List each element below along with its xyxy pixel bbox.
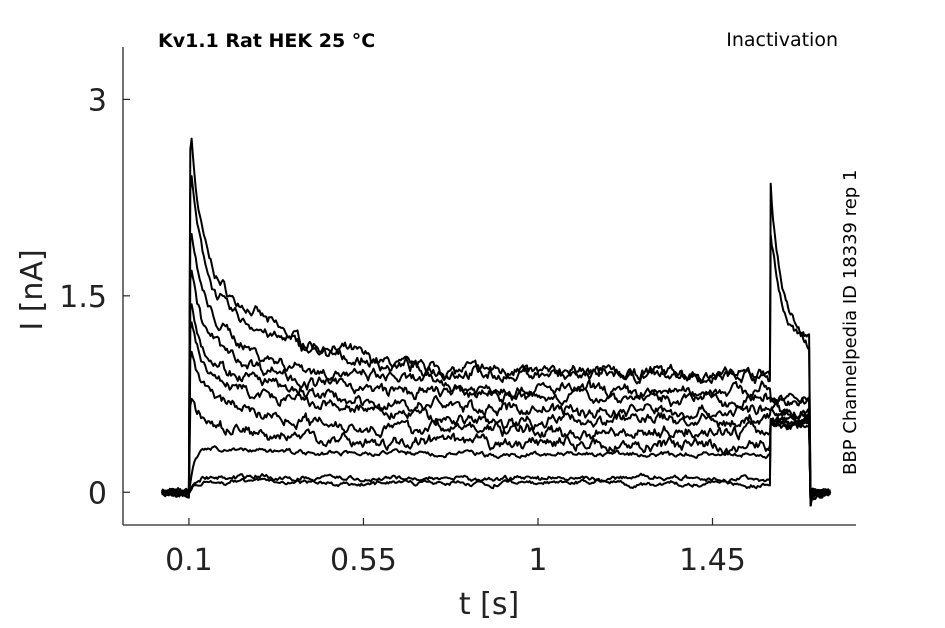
- x-tick-label: 0.55: [330, 543, 397, 578]
- x-ticks: 0.1 0.55 1 1.45: [165, 518, 746, 578]
- trace-line-9: [161, 415, 831, 507]
- y-ticks: 01.53: [59, 83, 130, 511]
- chart-title: Kv1.1 Rat HEK 25 °C: [158, 30, 375, 52]
- trace-line-4: [161, 269, 832, 507]
- traces-group: [160, 137, 832, 507]
- y-axis-label: I [nA]: [15, 249, 50, 330]
- trace-line-5: [161, 303, 831, 507]
- y-tick-label: 3: [88, 83, 107, 118]
- protocol-label: Inactivation: [726, 29, 838, 51]
- trace-line-7: [161, 350, 831, 507]
- x-tick-label: 1: [528, 543, 547, 578]
- trace-line-3: [160, 233, 831, 507]
- y-tick-label: 1.5: [59, 280, 107, 315]
- source-id-label: BBP Channelpedia ID 18339 rep 1: [840, 170, 861, 475]
- trace-line-6: [161, 321, 831, 507]
- trace-line-11: [160, 418, 832, 507]
- x-tick-label: 1.45: [679, 543, 746, 578]
- trace-line-2: [160, 175, 832, 507]
- trace-line-8: [161, 397, 831, 507]
- x-axis-label: t [s]: [459, 587, 519, 622]
- y-tick-label: 0: [88, 476, 107, 511]
- x-tick-label: 0.1: [165, 543, 213, 578]
